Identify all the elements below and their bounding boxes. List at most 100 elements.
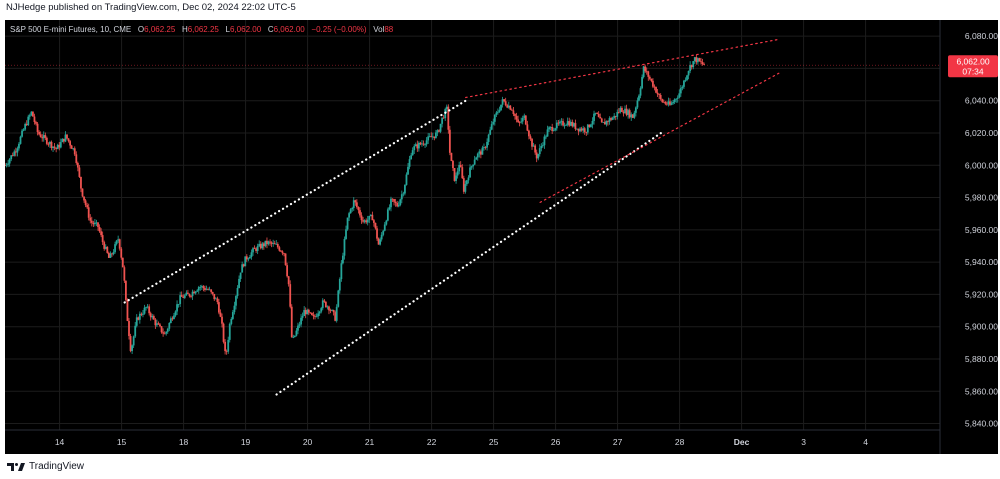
- candle-body: [431, 136, 434, 138]
- candle-body: [224, 341, 227, 351]
- candle-body: [515, 115, 518, 120]
- trendline-1: [123, 99, 467, 304]
- candle-body: [549, 127, 552, 128]
- candle-body: [42, 135, 45, 139]
- candle-body: [571, 121, 574, 127]
- candle-body: [531, 138, 533, 147]
- candle-body: [355, 202, 358, 208]
- candle-body: [343, 239, 346, 256]
- candle-body: [489, 129, 492, 135]
- candle-body: [624, 108, 626, 114]
- candle-body: [683, 80, 685, 87]
- candle-body: [602, 122, 605, 123]
- candle-body: [667, 101, 670, 105]
- candle-body: [622, 111, 625, 114]
- candle-body: [337, 290, 340, 307]
- candle-body: [481, 147, 484, 155]
- candle-body: [38, 131, 41, 135]
- candle-body: [70, 145, 73, 149]
- candle-body: [168, 323, 171, 329]
- candle-body: [448, 129, 451, 153]
- candle-body: [476, 153, 479, 158]
- candle-body: [388, 207, 391, 210]
- candle-body: [603, 122, 606, 125]
- candle-body: [452, 161, 454, 169]
- candle-body: [143, 307, 146, 314]
- candle-body: [115, 240, 118, 245]
- candle-body: [45, 137, 48, 144]
- candle-body: [323, 300, 326, 302]
- y-tick-label: 5,960.00: [965, 225, 998, 235]
- candle-body: [427, 136, 430, 141]
- candle-body: [572, 123, 575, 127]
- candle-body: [314, 316, 316, 317]
- candle-body: [580, 128, 583, 131]
- candle-body: [528, 130, 530, 137]
- candle-body: [125, 280, 127, 300]
- x-tick-label: 14: [55, 437, 65, 447]
- candle-body: [33, 116, 36, 123]
- candle-body: [360, 215, 363, 221]
- high-value: 6,062.25: [187, 25, 219, 34]
- candle-body: [613, 115, 616, 118]
- candles: [5, 54, 705, 355]
- candle-body: [28, 115, 31, 117]
- x-tick-label: 4: [863, 437, 868, 447]
- candle-body: [328, 306, 330, 311]
- price-chart[interactable]: 5,840.00 5,860.00 5,880.00 5,900.00 5,920.00…: [5, 20, 998, 454]
- candle-body: [19, 136, 22, 144]
- candle-body: [219, 312, 222, 317]
- candle-body: [504, 101, 507, 106]
- x-tick-label: 27: [613, 437, 623, 447]
- candle-body: [208, 289, 211, 291]
- candle-body: [520, 121, 523, 123]
- candle-body: [261, 243, 264, 249]
- candle-body: [616, 112, 619, 117]
- candle-body: [397, 204, 400, 207]
- candle-body: [625, 108, 628, 115]
- close-value: 6,062.00: [273, 25, 305, 34]
- candle-body: [187, 292, 189, 294]
- candle-body: [32, 111, 34, 117]
- candle-body: [639, 88, 642, 96]
- chart-panel[interactable]: 5,840.00 5,860.00 5,880.00 5,900.00 5,920.00…: [5, 20, 998, 454]
- y-tick-label: 5,840.00: [965, 419, 998, 429]
- candle-body: [410, 155, 413, 160]
- candle-body: [177, 303, 180, 305]
- candle-body: [120, 248, 123, 258]
- candle-body: [703, 64, 705, 65]
- candle-body: [252, 248, 254, 253]
- candle-body: [433, 136, 436, 138]
- candle-body: [611, 117, 614, 120]
- candle-body: [182, 296, 185, 298]
- candle-body: [551, 127, 554, 132]
- candle-body: [478, 151, 481, 154]
- candle-body: [634, 107, 637, 113]
- candle-body: [562, 121, 564, 126]
- tradingview-logo-icon[interactable]: [7, 462, 25, 472]
- x-tick-label: 19: [241, 437, 251, 447]
- candle-body: [652, 80, 654, 87]
- candle-body: [461, 167, 464, 179]
- x-tick-label: 21: [365, 437, 375, 447]
- candle-body: [679, 88, 682, 94]
- candle-body: [307, 309, 310, 313]
- candle-body: [655, 87, 657, 93]
- candle-body: [83, 196, 85, 201]
- candle-body: [84, 200, 87, 205]
- candle-body: [154, 319, 157, 326]
- candle-body: [450, 152, 453, 162]
- candle-body: [92, 222, 95, 225]
- candle-body: [447, 106, 450, 130]
- candle-body: [648, 76, 651, 79]
- candle-body: [445, 106, 448, 110]
- candle-body: [419, 142, 422, 145]
- footer-brand[interactable]: TradingView: [29, 461, 85, 472]
- candle-body: [669, 101, 671, 105]
- candle-body: [324, 301, 327, 308]
- candle-body: [176, 304, 178, 312]
- candle-body: [225, 350, 228, 352]
- candle-body: [329, 310, 332, 312]
- candle-body: [391, 198, 394, 200]
- candle-body: [36, 123, 39, 132]
